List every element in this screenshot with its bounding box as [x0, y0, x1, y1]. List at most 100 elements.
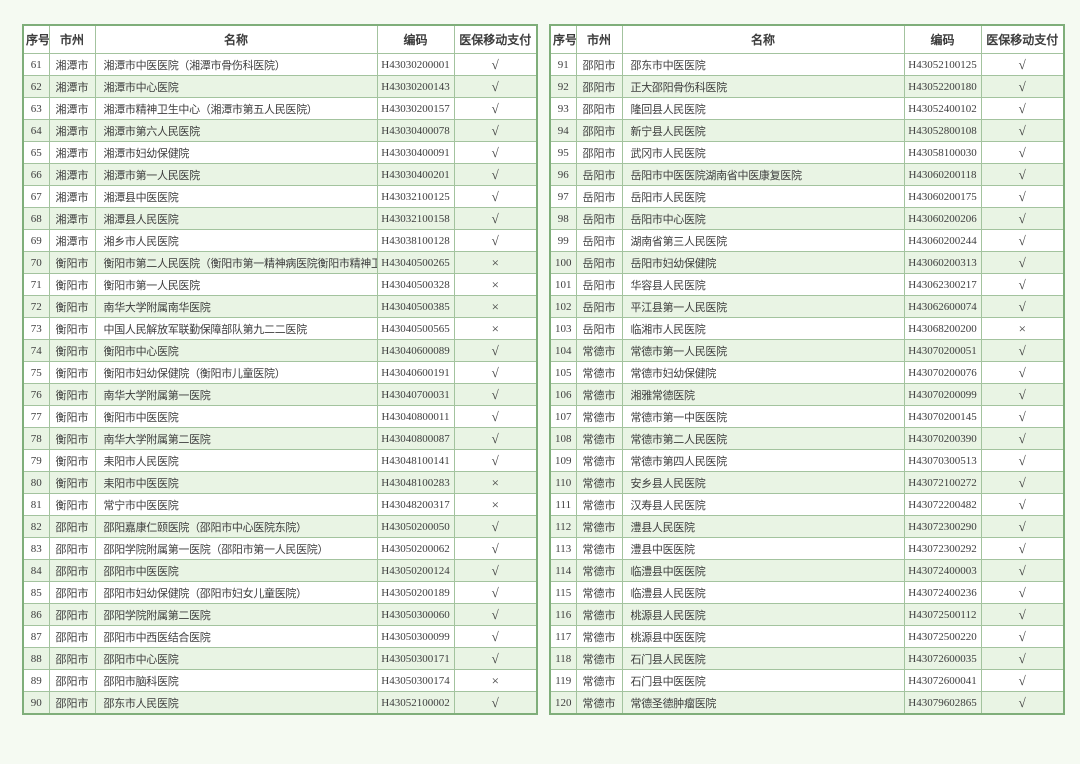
- code-cell: H43070200145: [903, 405, 982, 428]
- serial-cell: 107: [549, 405, 577, 428]
- payment-status-cell: √: [980, 669, 1065, 692]
- hospital-tables-container: 序号 市州 名称 编码 医保移动支付 61 湘潭市 湘潭市中医医院（湘潭市骨伤科医院…: [22, 24, 1065, 715]
- city-cell: 邵阳市: [48, 537, 96, 560]
- table-row: 96 岳阳市 岳阳市中医医院湖南省中医康复医院 H43060200118 √: [549, 163, 1065, 186]
- payment-status-cell: √: [980, 75, 1065, 98]
- hospital-name-cell: 澧县中医医院: [621, 537, 905, 560]
- city-cell: 常德市: [575, 669, 623, 692]
- serial-cell: 99: [549, 229, 577, 252]
- city-cell: 衡阳市: [48, 361, 96, 384]
- payment-status-cell: √: [453, 647, 538, 670]
- payment-status-cell: ×: [453, 317, 538, 340]
- payment-status-cell: √: [453, 339, 538, 362]
- code-cell: H43060200206: [903, 207, 982, 230]
- city-cell: 常德市: [575, 647, 623, 670]
- city-cell: 邵阳市: [575, 119, 623, 142]
- city-cell: 衡阳市: [48, 273, 96, 296]
- serial-cell: 86: [22, 603, 50, 626]
- serial-cell: 63: [22, 97, 50, 120]
- table-row: 115 常德市 临澧县人民医院 H43072400236 √: [549, 581, 1065, 604]
- hospital-name-cell: 安乡县人民医院: [621, 471, 905, 494]
- payment-status-cell: √: [980, 625, 1065, 648]
- serial-cell: 62: [22, 75, 50, 98]
- hospital-name-cell: 耒阳市中医医院: [94, 471, 378, 494]
- payment-status-cell: √: [453, 361, 538, 384]
- code-cell: H43052200180: [903, 75, 982, 98]
- payment-status-cell: √: [980, 559, 1065, 582]
- payment-status-cell: ×: [453, 273, 538, 296]
- hospital-name-cell: 湘潭市中医医院（湘潭市骨伤科医院）: [94, 53, 378, 76]
- city-cell: 岳阳市: [575, 229, 623, 252]
- hospital-name-cell: 邵阳学院附属第一医院（邵阳市第一人民医院）: [94, 537, 378, 560]
- code-cell: H43062600074: [903, 295, 982, 318]
- serial-cell: 110: [549, 471, 577, 494]
- payment-status-cell: √: [453, 625, 538, 648]
- payment-status-cell: √: [453, 559, 538, 582]
- payment-status-cell: √: [453, 427, 538, 450]
- serial-cell: 108: [549, 427, 577, 450]
- hospital-name-cell: 邵东市人民医院: [94, 691, 378, 715]
- code-cell: H43058100030: [903, 141, 982, 164]
- code-cell: H43070200099: [903, 383, 982, 406]
- city-cell: 岳阳市: [575, 185, 623, 208]
- table-row: 75 衡阳市 衡阳市妇幼保健院（衡阳市儿童医院） H43040600191 √: [22, 361, 538, 384]
- city-cell: 衡阳市: [48, 405, 96, 428]
- city-cell: 邵阳市: [48, 647, 96, 670]
- serial-cell: 78: [22, 427, 50, 450]
- hospital-table-left: 序号 市州 名称 编码 医保移动支付 61 湘潭市 湘潭市中医医院（湘潭市骨伤科医院…: [22, 24, 538, 715]
- table-row: 89 邵阳市 邵阳市脑科医院 H43050300174 ×: [22, 669, 538, 692]
- serial-cell: 100: [549, 251, 577, 274]
- hospital-name-cell: 汉寿县人民医院: [621, 493, 905, 516]
- payment-status-cell: √: [980, 383, 1065, 406]
- city-cell: 湘潭市: [48, 141, 96, 164]
- table-row: 67 湘潭市 湘潭县中医医院 H43032100125 √: [22, 185, 538, 208]
- payment-status-cell: √: [980, 515, 1065, 538]
- city-cell: 湘潭市: [48, 97, 96, 120]
- payment-status-cell: √: [980, 163, 1065, 186]
- table-row: 64 湘潭市 湘潭市第六人民医院 H43030400078 √: [22, 119, 538, 142]
- table-row: 92 邵阳市 正大邵阳骨伤科医院 H43052200180 √: [549, 75, 1065, 98]
- payment-status-cell: √: [453, 119, 538, 142]
- code-cell: H43072400003: [903, 559, 982, 582]
- table-row: 74 衡阳市 衡阳市中心医院 H43040600089 √: [22, 339, 538, 362]
- city-cell: 常德市: [575, 383, 623, 406]
- code-cell: H43052100125: [903, 53, 982, 76]
- city-cell: 邵阳市: [48, 691, 96, 715]
- code-cell: H43072100272: [903, 471, 982, 494]
- hospital-name-cell: 邵阳市中医医院: [94, 559, 378, 582]
- serial-cell: 82: [22, 515, 50, 538]
- table-row: 71 衡阳市 衡阳市第一人民医院 H43040500328 ×: [22, 273, 538, 296]
- city-cell: 湘潭市: [48, 163, 96, 186]
- payment-status-cell: √: [453, 449, 538, 472]
- code-cell: H43050200124: [376, 559, 455, 582]
- hospital-name-cell: 邵阳学院附属第二医院: [94, 603, 378, 626]
- table-row: 104 常德市 常德市第一人民医院 H43070200051 √: [549, 339, 1065, 362]
- hospital-table-right: 序号 市州 名称 编码 医保移动支付 91 邵阳市 邵东市中医医院 H43052100…: [549, 24, 1065, 715]
- hospital-name-cell: 衡阳市中医医院: [94, 405, 378, 428]
- hospital-name-cell: 岳阳市中心医院: [621, 207, 905, 230]
- city-cell: 常德市: [575, 537, 623, 560]
- serial-cell: 115: [549, 581, 577, 604]
- city-cell: 湘潭市: [48, 185, 96, 208]
- hospital-name-cell: 岳阳市中医医院湖南省中医康复医院: [621, 163, 905, 186]
- hospital-name-cell: 邵阳市中西医结合医院: [94, 625, 378, 648]
- code-cell: H43032100125: [376, 185, 455, 208]
- city-cell: 邵阳市: [575, 141, 623, 164]
- hospital-name-cell: 邵东市中医医院: [621, 53, 905, 76]
- hospital-name-cell: 常德圣德肿瘤医院: [621, 691, 905, 715]
- payment-status-cell: √: [453, 185, 538, 208]
- payment-status-cell: ×: [453, 295, 538, 318]
- table-row: 114 常德市 临澧县中医医院 H43072400003 √: [549, 559, 1065, 582]
- serial-cell: 117: [549, 625, 577, 648]
- code-cell: H43040500328: [376, 273, 455, 296]
- serial-cell: 104: [549, 339, 577, 362]
- serial-cell: 79: [22, 449, 50, 472]
- table-row: 82 邵阳市 邵阳嘉康仁颐医院（邵阳市中心医院东院） H43050200050 √: [22, 515, 538, 538]
- city-cell: 衡阳市: [48, 251, 96, 274]
- header-name: 名称: [94, 24, 378, 54]
- table-row: 117 常德市 桃源县中医医院 H43072500220 √: [549, 625, 1065, 648]
- serial-cell: 88: [22, 647, 50, 670]
- hospital-name-cell: 耒阳市人民医院: [94, 449, 378, 472]
- code-cell: H43040700031: [376, 383, 455, 406]
- header-code: 编码: [376, 24, 455, 54]
